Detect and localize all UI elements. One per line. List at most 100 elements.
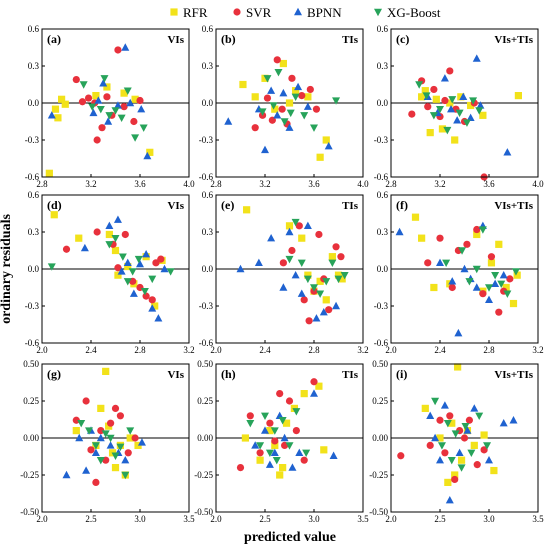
x-tick-label: 2.5 bbox=[85, 514, 97, 524]
data-point bbox=[460, 434, 469, 442]
data-point bbox=[261, 74, 269, 82]
y-tick-label: -0.50 bbox=[194, 507, 213, 517]
data-point bbox=[154, 314, 163, 322]
data-point bbox=[448, 419, 456, 427]
data-point bbox=[418, 234, 426, 242]
data-point bbox=[479, 111, 487, 119]
data-point bbox=[472, 265, 481, 274]
y-tick-label: -0.25 bbox=[369, 470, 388, 480]
data-point bbox=[332, 301, 341, 310]
data-point bbox=[85, 427, 94, 435]
y-tick-label: 0.6 bbox=[377, 190, 389, 200]
data-point bbox=[105, 241, 114, 249]
y-tick-label: -0.3 bbox=[25, 301, 40, 311]
data-point bbox=[480, 446, 488, 454]
data-point bbox=[460, 264, 469, 273]
data-point bbox=[298, 92, 306, 100]
data-point bbox=[285, 442, 294, 450]
data-point bbox=[265, 449, 274, 457]
data-point bbox=[98, 124, 106, 132]
data-point bbox=[280, 433, 289, 442]
series-svr bbox=[236, 378, 318, 472]
data-point bbox=[432, 95, 440, 103]
data-point bbox=[334, 271, 343, 279]
data-point bbox=[495, 308, 503, 316]
data-point bbox=[447, 457, 456, 465]
data-point bbox=[291, 270, 300, 279]
data-point bbox=[139, 124, 148, 132]
data-point bbox=[430, 283, 438, 292]
panel-label: (d) bbox=[47, 198, 62, 212]
data-point bbox=[485, 295, 493, 304]
data-point bbox=[279, 464, 287, 472]
y-tick-label: 0.00 bbox=[197, 433, 213, 443]
data-point bbox=[467, 449, 476, 457]
x-tick-label: 4.0 bbox=[183, 179, 195, 189]
data-point bbox=[84, 94, 93, 102]
data-point bbox=[446, 67, 454, 75]
data-point bbox=[271, 437, 279, 445]
y-tick-label: -0.3 bbox=[199, 135, 214, 145]
panel-feature-tag: VIs bbox=[167, 200, 184, 212]
y-tick-label: 0.6 bbox=[28, 24, 40, 34]
data-point bbox=[89, 108, 98, 117]
y-tick-label: -0.25 bbox=[20, 470, 39, 480]
data-point bbox=[278, 105, 286, 113]
data-point bbox=[454, 363, 462, 371]
data-point bbox=[261, 412, 269, 420]
panel-feature-tag: VIs+TIs bbox=[494, 34, 533, 46]
data-point bbox=[470, 441, 478, 449]
data-point bbox=[446, 412, 454, 420]
data-point bbox=[286, 109, 295, 118]
data-point bbox=[285, 123, 294, 131]
series-xg-boost bbox=[258, 68, 341, 132]
data-point bbox=[256, 449, 264, 457]
panel-feature-tag: VIs bbox=[167, 34, 184, 46]
data-point bbox=[441, 449, 449, 457]
data-point bbox=[102, 367, 110, 375]
data-point bbox=[499, 419, 508, 427]
x-tick-label: 3.2 bbox=[434, 179, 445, 189]
data-point bbox=[142, 250, 151, 258]
x-tick-label: 2.4 bbox=[259, 345, 271, 355]
data-point bbox=[312, 105, 321, 113]
data-point bbox=[266, 427, 274, 435]
data-point bbox=[276, 390, 284, 398]
data-point bbox=[45, 169, 53, 177]
data-point bbox=[300, 456, 308, 464]
data-point bbox=[503, 290, 512, 298]
data-point bbox=[111, 452, 120, 460]
data-point bbox=[261, 426, 269, 434]
x-tick-label: 3.0 bbox=[134, 514, 146, 524]
data-point bbox=[506, 275, 514, 283]
data-point bbox=[96, 433, 105, 442]
y-tick-label: 0.50 bbox=[372, 359, 388, 369]
data-point bbox=[292, 427, 300, 435]
y-tick-label: -0.3 bbox=[199, 301, 214, 311]
data-point bbox=[472, 54, 481, 62]
data-point bbox=[485, 456, 493, 464]
data-point bbox=[337, 253, 345, 261]
data-point bbox=[105, 230, 113, 239]
data-point bbox=[92, 478, 100, 486]
data-point bbox=[103, 93, 111, 101]
data-point bbox=[236, 464, 245, 472]
x-tick-label: 3.6 bbox=[308, 179, 320, 189]
data-point bbox=[251, 124, 259, 132]
data-point bbox=[72, 427, 80, 435]
panel-e: 2.0 2.4 2.8 3.2 -0.6 -0.3 0.0 0.3 0.6 (e) TIs bbox=[199, 190, 369, 355]
data-point bbox=[448, 96, 457, 104]
series-rfr bbox=[241, 382, 328, 479]
data-point bbox=[438, 125, 447, 133]
x-tick-label: 2.0 bbox=[210, 514, 222, 524]
data-point bbox=[114, 264, 122, 272]
data-point bbox=[58, 95, 66, 103]
data-point bbox=[91, 442, 100, 450]
y-tick-label: -0.6 bbox=[199, 338, 214, 348]
data-point bbox=[261, 145, 269, 154]
data-point bbox=[440, 401, 449, 409]
legend-marker-xg-boost bbox=[374, 8, 382, 17]
data-point bbox=[114, 46, 122, 54]
y-tick-label: 0.0 bbox=[377, 264, 389, 274]
